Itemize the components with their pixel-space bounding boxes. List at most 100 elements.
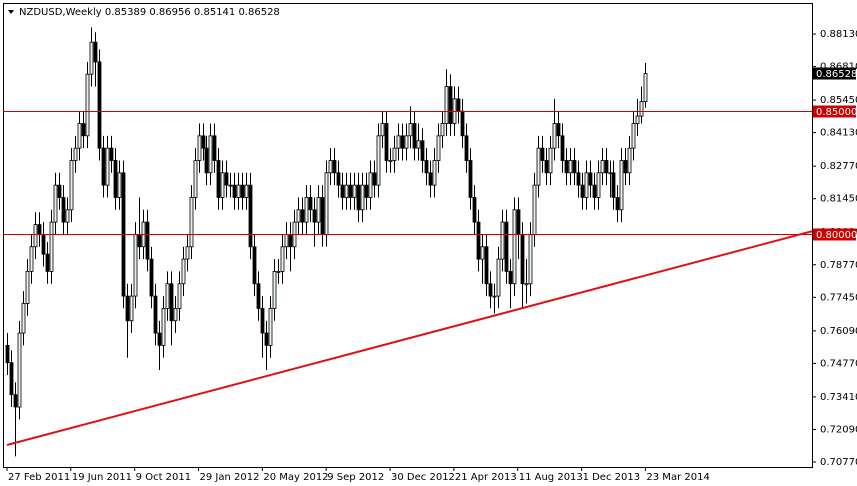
candle-body xyxy=(416,140,421,149)
candle-body xyxy=(288,234,293,248)
candle-body xyxy=(328,160,333,174)
candle-body xyxy=(384,123,389,161)
candle-body xyxy=(153,295,158,334)
candle-body xyxy=(500,221,505,260)
candle-body xyxy=(193,160,198,198)
candle-body xyxy=(208,135,213,174)
candle-body xyxy=(21,303,26,334)
candle-body xyxy=(240,184,245,198)
candle-body xyxy=(197,135,202,161)
candle-body xyxy=(444,86,449,124)
y-tick-label: 0.70770 xyxy=(820,457,857,468)
candle-body xyxy=(129,295,134,322)
candle-body xyxy=(400,135,405,149)
candle-body xyxy=(232,184,237,198)
candle-body xyxy=(504,221,509,272)
candle-body xyxy=(109,147,114,161)
candle-body xyxy=(600,160,605,174)
candle-body xyxy=(264,332,269,346)
candle-body xyxy=(185,246,190,260)
candle-body xyxy=(392,147,397,161)
candle-body xyxy=(356,184,361,211)
candle-body xyxy=(508,271,513,285)
candle-body xyxy=(412,123,417,149)
candle-body xyxy=(516,209,521,235)
candle-body xyxy=(643,73,648,102)
candle-body xyxy=(484,246,489,285)
candle-body xyxy=(9,362,14,396)
candle-body xyxy=(248,184,253,248)
x-tick-label: 9 Oct 2011 xyxy=(136,472,191,483)
x-tick-label: 11 Aug 2013 xyxy=(519,472,583,483)
candle-body xyxy=(532,184,537,235)
hline-label-box xyxy=(813,228,856,241)
candle-body xyxy=(220,172,225,198)
candle-body xyxy=(368,172,373,198)
candle-body xyxy=(428,172,433,186)
candle-body xyxy=(101,147,106,186)
x-tick-label: 9 Sep 2012 xyxy=(327,472,384,483)
candle-body xyxy=(615,197,620,211)
candle-body xyxy=(336,172,341,186)
candle-body xyxy=(592,184,597,198)
candle-body xyxy=(284,234,289,248)
candle-body xyxy=(548,147,553,174)
candle-body xyxy=(236,184,241,198)
candle-body xyxy=(5,344,10,364)
candle-body xyxy=(472,197,477,223)
x-tick-label: 19 Jun 2011 xyxy=(72,472,132,483)
candle-body xyxy=(372,172,377,186)
candle-body xyxy=(169,283,174,322)
candle-body xyxy=(436,135,441,161)
x-tick-label: 21 Apr 2013 xyxy=(455,472,517,483)
candle-body xyxy=(228,184,233,187)
candle-body xyxy=(456,98,461,112)
candle-body xyxy=(376,135,381,186)
candle-body xyxy=(37,224,42,235)
candle-body xyxy=(524,283,529,286)
candle-body xyxy=(260,308,265,334)
candle-body xyxy=(468,160,473,198)
candle-body xyxy=(520,234,525,285)
candle-body xyxy=(145,221,150,260)
x-tick-label: 30 Dec 2012 xyxy=(391,472,455,483)
candle-body xyxy=(69,160,74,211)
candle-body xyxy=(320,197,325,235)
candle-body xyxy=(149,258,154,297)
candle-body xyxy=(332,160,337,174)
candle-body xyxy=(540,147,545,161)
candle-body xyxy=(272,271,277,309)
candle-body xyxy=(627,147,632,174)
candle-body xyxy=(631,123,636,149)
candle-body xyxy=(380,123,385,137)
candle-body xyxy=(576,172,581,186)
candle-body xyxy=(73,147,78,161)
candle-body xyxy=(619,160,624,211)
candle-body xyxy=(81,123,86,137)
candle-body xyxy=(312,209,317,223)
candle-body xyxy=(492,295,497,298)
candle-body xyxy=(564,160,569,174)
trend-line xyxy=(6,230,813,446)
candle-body xyxy=(276,271,281,273)
candle-body xyxy=(212,135,217,161)
candle-body xyxy=(165,283,170,309)
candle-body xyxy=(308,197,313,211)
title-arrow xyxy=(8,10,14,14)
candle-body xyxy=(404,135,409,149)
candle-body xyxy=(396,135,401,149)
hline-label: 0.80000 xyxy=(816,230,857,241)
candle-body xyxy=(556,123,561,137)
candle-body xyxy=(480,246,485,260)
candle-body xyxy=(420,140,425,161)
candle-body xyxy=(340,184,345,198)
candle-body xyxy=(157,332,162,346)
candle-body xyxy=(596,172,601,198)
candle-body xyxy=(623,160,628,174)
candle-body xyxy=(611,172,616,198)
